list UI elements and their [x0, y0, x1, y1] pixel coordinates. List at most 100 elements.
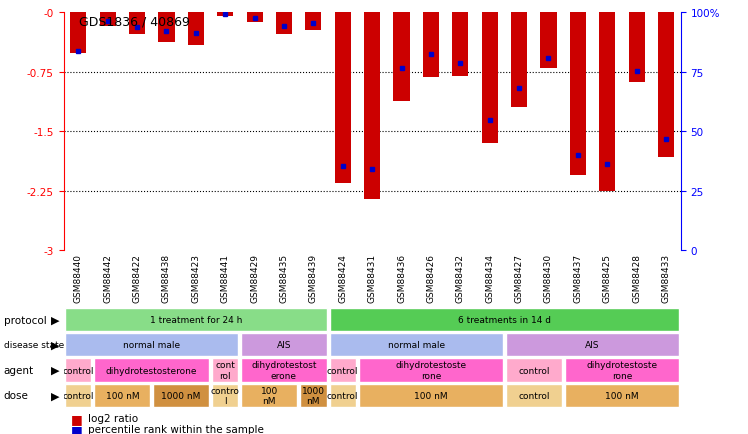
FancyBboxPatch shape — [565, 384, 679, 407]
Text: GSM88428: GSM88428 — [632, 253, 641, 302]
Text: 100 nM: 100 nM — [414, 391, 448, 400]
Text: GSM88434: GSM88434 — [485, 253, 494, 302]
Bar — [423, 13, 439, 78]
Bar — [364, 13, 380, 199]
Bar — [247, 13, 263, 23]
FancyBboxPatch shape — [212, 384, 239, 407]
Bar — [188, 13, 204, 46]
Text: dihydrotestost
erone: dihydrotestost erone — [251, 361, 316, 380]
Text: GSM88437: GSM88437 — [573, 253, 583, 302]
Text: GDS1836 / 40869: GDS1836 / 40869 — [79, 15, 189, 28]
Text: cont
rol: cont rol — [215, 361, 235, 380]
Text: GSM88430: GSM88430 — [544, 253, 553, 302]
Bar — [217, 13, 233, 17]
Text: 1000
nM: 1000 nM — [302, 386, 325, 405]
Text: GSM88438: GSM88438 — [162, 253, 171, 302]
Text: 1000 nM: 1000 nM — [162, 391, 200, 400]
Text: dose: dose — [4, 391, 28, 400]
Text: 100
nM: 100 nM — [260, 386, 278, 405]
Text: 6 treatments in 14 d: 6 treatments in 14 d — [458, 316, 551, 324]
Bar — [334, 13, 351, 184]
Bar — [159, 13, 174, 43]
FancyBboxPatch shape — [330, 333, 503, 357]
Text: AIS: AIS — [585, 341, 600, 349]
FancyBboxPatch shape — [94, 384, 150, 407]
Text: GSM88431: GSM88431 — [367, 253, 377, 302]
FancyBboxPatch shape — [153, 384, 209, 407]
Text: GSM88435: GSM88435 — [280, 253, 289, 302]
Text: ▶: ▶ — [52, 365, 60, 375]
Text: percentile rank within the sample: percentile rank within the sample — [88, 424, 263, 434]
Text: GSM88424: GSM88424 — [338, 253, 347, 302]
Text: 100 nM: 100 nM — [605, 391, 639, 400]
FancyBboxPatch shape — [300, 384, 327, 407]
Text: dihydrotestoste
rone: dihydrotestoste rone — [396, 361, 467, 380]
FancyBboxPatch shape — [242, 358, 327, 382]
Bar — [511, 13, 527, 108]
Bar — [453, 13, 468, 76]
Bar — [276, 13, 292, 35]
Text: GSM88426: GSM88426 — [426, 253, 435, 302]
FancyBboxPatch shape — [359, 384, 503, 407]
FancyBboxPatch shape — [330, 358, 356, 382]
FancyBboxPatch shape — [65, 358, 91, 382]
Text: normal male: normal male — [123, 341, 180, 349]
Text: ▶: ▶ — [52, 391, 60, 400]
Text: ▶: ▶ — [52, 340, 60, 350]
Text: GSM88427: GSM88427 — [515, 253, 524, 302]
Text: control: control — [63, 366, 94, 375]
Text: protocol: protocol — [4, 315, 46, 325]
Bar — [658, 13, 674, 157]
Text: disease state: disease state — [4, 341, 64, 349]
Bar — [599, 13, 616, 191]
Text: GSM88432: GSM88432 — [456, 253, 465, 302]
Text: GSM88442: GSM88442 — [103, 253, 112, 302]
Text: 100 nM: 100 nM — [105, 391, 139, 400]
Text: GSM88441: GSM88441 — [221, 253, 230, 302]
FancyBboxPatch shape — [565, 358, 679, 382]
FancyBboxPatch shape — [359, 358, 503, 382]
FancyBboxPatch shape — [506, 358, 562, 382]
FancyBboxPatch shape — [330, 308, 679, 332]
Text: control: control — [327, 366, 358, 375]
Text: normal male: normal male — [387, 341, 445, 349]
Bar — [99, 13, 116, 27]
Text: GSM88423: GSM88423 — [191, 253, 200, 302]
Text: GSM88422: GSM88422 — [132, 253, 141, 302]
FancyBboxPatch shape — [212, 358, 239, 382]
Text: control: control — [63, 391, 94, 400]
FancyBboxPatch shape — [65, 308, 327, 332]
Bar — [570, 13, 586, 175]
Text: dihydrotestoste
rone: dihydrotestoste rone — [586, 361, 657, 380]
FancyBboxPatch shape — [242, 384, 297, 407]
FancyBboxPatch shape — [65, 384, 91, 407]
Text: ■: ■ — [71, 412, 83, 425]
Text: GSM88429: GSM88429 — [250, 253, 259, 302]
Bar — [129, 13, 145, 35]
FancyBboxPatch shape — [242, 333, 327, 357]
Text: 1 treatment for 24 h: 1 treatment for 24 h — [150, 316, 242, 324]
Text: control: control — [518, 366, 550, 375]
Bar — [628, 13, 645, 83]
FancyBboxPatch shape — [94, 358, 209, 382]
Text: control: control — [327, 391, 358, 400]
Text: GSM88433: GSM88433 — [661, 253, 670, 302]
Bar — [482, 13, 497, 144]
FancyBboxPatch shape — [506, 384, 562, 407]
Bar — [305, 13, 322, 30]
Text: contro
l: contro l — [211, 386, 239, 405]
Text: control: control — [518, 391, 550, 400]
Text: ▶: ▶ — [52, 315, 60, 325]
FancyBboxPatch shape — [506, 333, 679, 357]
FancyBboxPatch shape — [65, 333, 239, 357]
Text: log2 ratio: log2 ratio — [88, 414, 138, 424]
Text: agent: agent — [4, 365, 34, 375]
Text: ■: ■ — [71, 423, 83, 434]
Text: AIS: AIS — [277, 341, 291, 349]
Text: GSM88436: GSM88436 — [397, 253, 406, 302]
FancyBboxPatch shape — [330, 384, 356, 407]
Bar — [393, 13, 410, 102]
Text: GSM88439: GSM88439 — [309, 253, 318, 302]
Text: GSM88425: GSM88425 — [603, 253, 612, 302]
Text: dihydrotestosterone: dihydrotestosterone — [106, 366, 197, 375]
